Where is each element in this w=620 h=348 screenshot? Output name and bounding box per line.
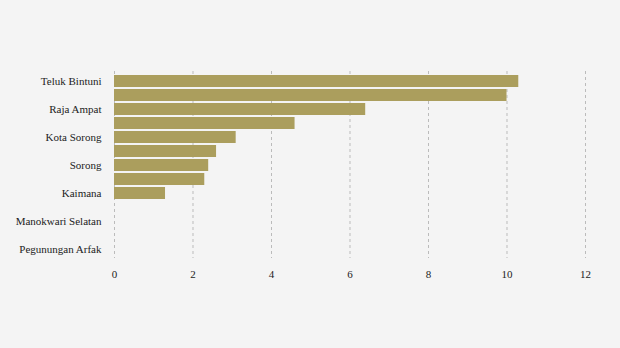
svg-text:0: 0: [112, 268, 118, 280]
svg-text:10: 10: [502, 268, 514, 280]
svg-text:4: 4: [269, 268, 275, 280]
svg-text:Pegunungan Arfak: Pegunungan Arfak: [19, 243, 102, 255]
svg-text:Kaimana: Kaimana: [62, 187, 102, 199]
svg-text:6: 6: [347, 268, 353, 280]
svg-text:Kota Sorong: Kota Sorong: [46, 131, 102, 143]
svg-text:8: 8: [426, 268, 432, 280]
svg-text:2: 2: [190, 268, 196, 280]
svg-text:Raja Ampat: Raja Ampat: [49, 103, 101, 115]
svg-text:Manokwari Selatan: Manokwari Selatan: [16, 215, 102, 227]
svg-text:Teluk Bintuni: Teluk Bintuni: [41, 75, 102, 87]
svg-text:12: 12: [580, 268, 591, 280]
svg-text:Sorong: Sorong: [70, 159, 102, 171]
